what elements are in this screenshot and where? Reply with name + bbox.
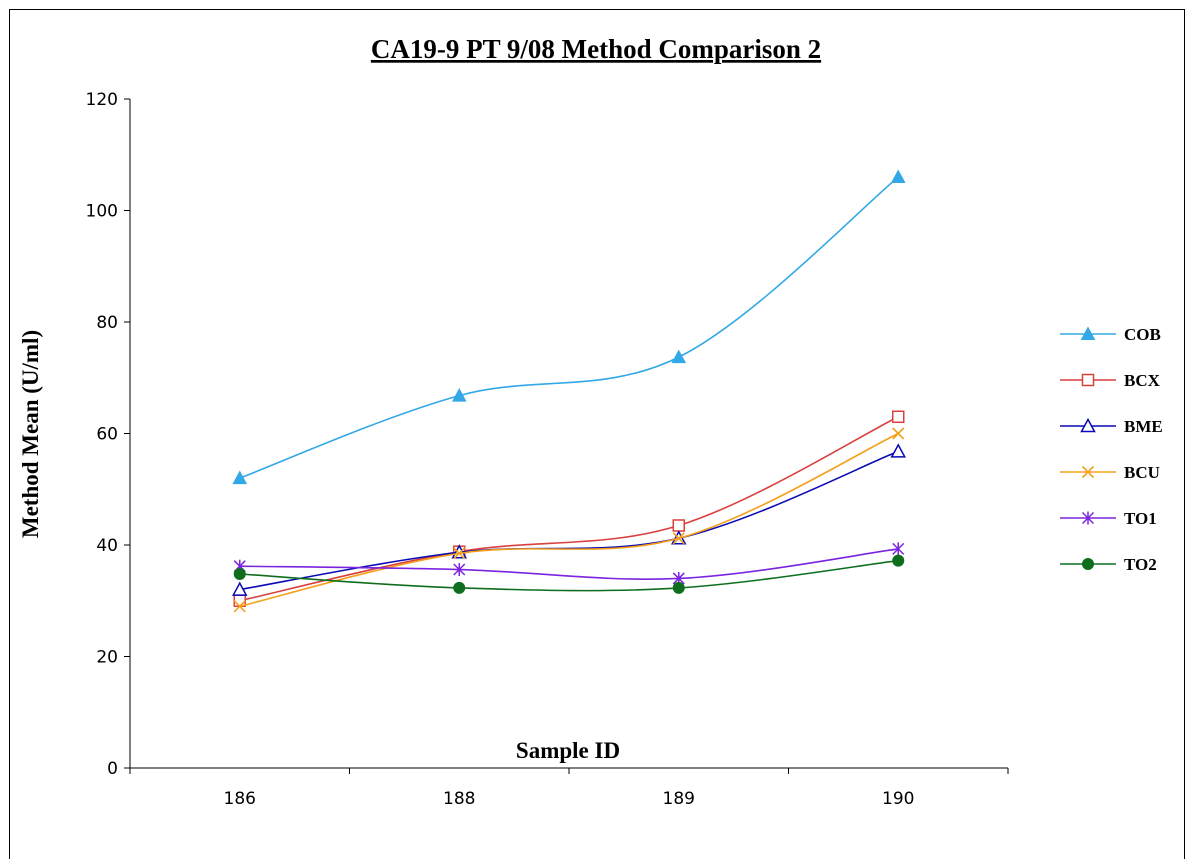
chart-title: CA19-9 PT 9/08 Method Comparison 2	[371, 34, 821, 64]
legend-label-bme: BME	[1124, 417, 1163, 436]
data-point-bcu	[892, 427, 905, 440]
series-bme	[231, 443, 907, 596]
series-to2	[233, 554, 905, 594]
data-point-to2	[892, 554, 905, 567]
series-line-to2	[239, 559, 899, 592]
data-point-to1	[892, 542, 905, 556]
data-point-bme	[890, 443, 907, 458]
y-axis-title: Method Mean (U/ml)	[18, 330, 43, 538]
data-point-bme	[231, 581, 248, 596]
legend-item-bcu: BCU	[1060, 463, 1160, 482]
data-point-to2	[672, 581, 685, 594]
x-tick-label: 186	[224, 789, 256, 809]
y-tick-label: 40	[96, 536, 118, 556]
series-line-to1	[239, 548, 899, 580]
data-point-bcu	[233, 600, 246, 613]
y-tick-label: 100	[86, 202, 118, 222]
legend-item-bcx: BCX	[1060, 371, 1161, 390]
x-tick-label: 188	[443, 789, 475, 809]
chart-frame	[9, 9, 1185, 859]
data-point-bcx	[672, 519, 685, 532]
legend-item-bme: BME	[1060, 417, 1163, 436]
legend-label-bcu: BCU	[1124, 463, 1160, 482]
legend-marker-bcx	[1081, 373, 1095, 387]
data-point-bcx	[892, 410, 905, 424]
y-tick-label: 60	[96, 425, 118, 445]
y-tick-label: 80	[96, 313, 118, 333]
data-point-to1	[453, 563, 466, 577]
series-line-bme	[239, 450, 899, 591]
legend-marker-bcu	[1081, 465, 1095, 479]
legend-marker-cob	[1080, 326, 1096, 340]
series-bcu	[233, 427, 905, 613]
data-point-bcu	[672, 532, 685, 545]
legend-item-to1: TO1	[1060, 509, 1157, 528]
data-point-cob	[451, 388, 467, 402]
legend-item-cob: COB	[1060, 325, 1161, 344]
legend-item-to2: TO2	[1060, 555, 1157, 574]
data-point-bme	[451, 544, 468, 559]
data-point-to2	[453, 581, 466, 594]
x-tick-label: 189	[663, 789, 695, 809]
legend-marker-to1	[1081, 511, 1095, 525]
data-point-to2	[233, 567, 246, 580]
legend: COB BCX BME BCU TO1 TO2	[1060, 325, 1163, 574]
series-line-cob	[239, 176, 899, 479]
data-point-cob	[890, 169, 906, 184]
legend-label-to1: TO1	[1124, 509, 1157, 528]
data-point-cob	[671, 349, 687, 364]
axes: 0 20 40 60 80 100 120 186 188 189 190	[86, 90, 1009, 809]
legend-label-to2: TO2	[1124, 555, 1157, 574]
series-layer	[231, 169, 907, 613]
x-axis-title: Sample ID	[516, 738, 620, 763]
y-tick-label: 0	[107, 759, 118, 779]
y-tick-label: 20	[96, 648, 118, 668]
x-tick-label: 190	[882, 789, 914, 809]
series-line-bcx	[239, 416, 899, 602]
series-cob	[232, 169, 906, 485]
legend-marker-bme	[1080, 417, 1096, 433]
legend-label-cob: COB	[1124, 325, 1161, 344]
data-point-bcu	[453, 547, 466, 560]
legend-label-bcx: BCX	[1124, 371, 1161, 390]
y-tick-label: 120	[86, 90, 118, 110]
data-point-cob	[232, 470, 248, 485]
legend-marker-to2	[1082, 558, 1094, 570]
